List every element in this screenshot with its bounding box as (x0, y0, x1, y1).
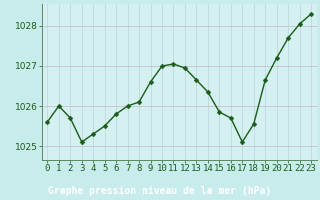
Text: Graphe pression niveau de la mer (hPa): Graphe pression niveau de la mer (hPa) (48, 186, 272, 196)
